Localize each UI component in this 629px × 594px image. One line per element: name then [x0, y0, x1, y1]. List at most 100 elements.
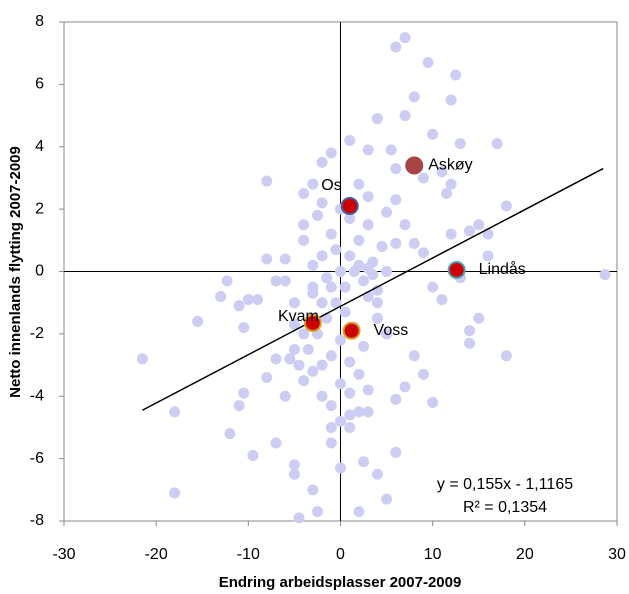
data-point — [298, 375, 310, 387]
data-point — [362, 406, 374, 418]
data-point — [371, 312, 383, 324]
data-point — [330, 297, 342, 309]
data-point — [279, 275, 291, 287]
data-point — [427, 281, 439, 293]
data-point — [399, 110, 411, 122]
data-point — [279, 253, 291, 265]
data-point — [302, 343, 314, 355]
data-point — [344, 212, 356, 224]
data-point — [316, 359, 328, 371]
data-point — [390, 194, 402, 206]
data-point — [339, 306, 351, 318]
data-point — [344, 135, 356, 147]
highlight-point — [447, 260, 466, 279]
data-point — [293, 512, 305, 524]
data-point — [316, 250, 328, 262]
highlight-point — [303, 313, 322, 332]
y-tick-label: -8 — [30, 512, 44, 529]
data-point — [390, 446, 402, 458]
data-point — [362, 219, 374, 231]
data-point — [436, 294, 448, 306]
data-point — [390, 393, 402, 405]
trend-line — [141, 167, 604, 411]
point-label: Lindås — [479, 260, 526, 278]
data-point — [417, 172, 429, 184]
data-point — [233, 300, 245, 312]
data-point — [284, 353, 296, 365]
data-point — [362, 144, 374, 156]
data-point — [169, 406, 181, 418]
data-point — [450, 69, 462, 81]
data-point — [464, 225, 476, 237]
data-point — [445, 94, 457, 106]
data-point — [371, 113, 383, 125]
data-point — [335, 415, 346, 427]
data-point — [473, 312, 485, 324]
data-point — [325, 228, 337, 240]
point-label: Voss — [374, 322, 409, 339]
x-tick-label: 10 — [424, 546, 442, 563]
data-point — [279, 390, 291, 402]
x-tick-label: -10 — [237, 546, 260, 563]
point-label: Kvam — [278, 308, 319, 325]
data-point — [399, 381, 411, 393]
data-point — [335, 462, 346, 474]
data-point — [500, 200, 512, 212]
x-tick-label: -30 — [52, 546, 75, 563]
data-point — [298, 328, 310, 340]
point-label: Askøy — [428, 157, 472, 174]
data-point — [335, 266, 346, 277]
data-point — [385, 144, 397, 156]
data-point — [353, 259, 365, 271]
data-point — [344, 356, 356, 368]
data-point — [422, 57, 434, 69]
data-point — [491, 138, 503, 150]
data-point — [358, 456, 370, 468]
y-tick-label: -2 — [30, 325, 44, 342]
data-point — [344, 409, 356, 421]
data-point — [339, 281, 351, 293]
data-point — [344, 387, 356, 399]
data-point — [298, 188, 310, 200]
data-point — [353, 406, 365, 418]
data-point — [311, 209, 323, 221]
y-tick-label: 2 — [35, 200, 44, 217]
data-point — [293, 359, 305, 371]
data-point — [307, 287, 319, 299]
data-point — [344, 421, 356, 433]
data-point — [436, 166, 448, 178]
x-tick-label: -20 — [145, 546, 168, 563]
y-tick-label: -4 — [30, 387, 44, 404]
trend-equation: y = 0,155x - 1,1165 — [437, 476, 573, 493]
data-point — [298, 219, 310, 231]
data-point — [381, 266, 393, 277]
data-point — [270, 275, 282, 287]
data-point — [321, 272, 333, 284]
data-point — [381, 493, 393, 505]
data-point — [464, 337, 476, 349]
data-point — [344, 250, 356, 262]
data-point — [500, 350, 512, 362]
data-point — [390, 237, 402, 249]
data-point — [307, 259, 319, 271]
data-point — [316, 297, 328, 309]
data-point — [261, 253, 273, 265]
data-point — [325, 281, 337, 293]
data-point — [358, 275, 370, 287]
data-point — [307, 484, 319, 496]
y-tick-label: 0 — [35, 263, 44, 280]
data-point — [408, 91, 420, 103]
data-point — [242, 294, 254, 306]
data-point — [381, 206, 393, 218]
data-point — [358, 340, 370, 352]
highlight-point — [405, 156, 424, 175]
data-point — [321, 312, 333, 324]
data-point — [473, 219, 485, 231]
data-point — [427, 128, 439, 140]
data-point — [288, 319, 300, 331]
data-point — [408, 350, 420, 362]
y-tick-label: 4 — [35, 138, 44, 155]
data-point — [427, 396, 439, 408]
data-point — [362, 384, 374, 396]
